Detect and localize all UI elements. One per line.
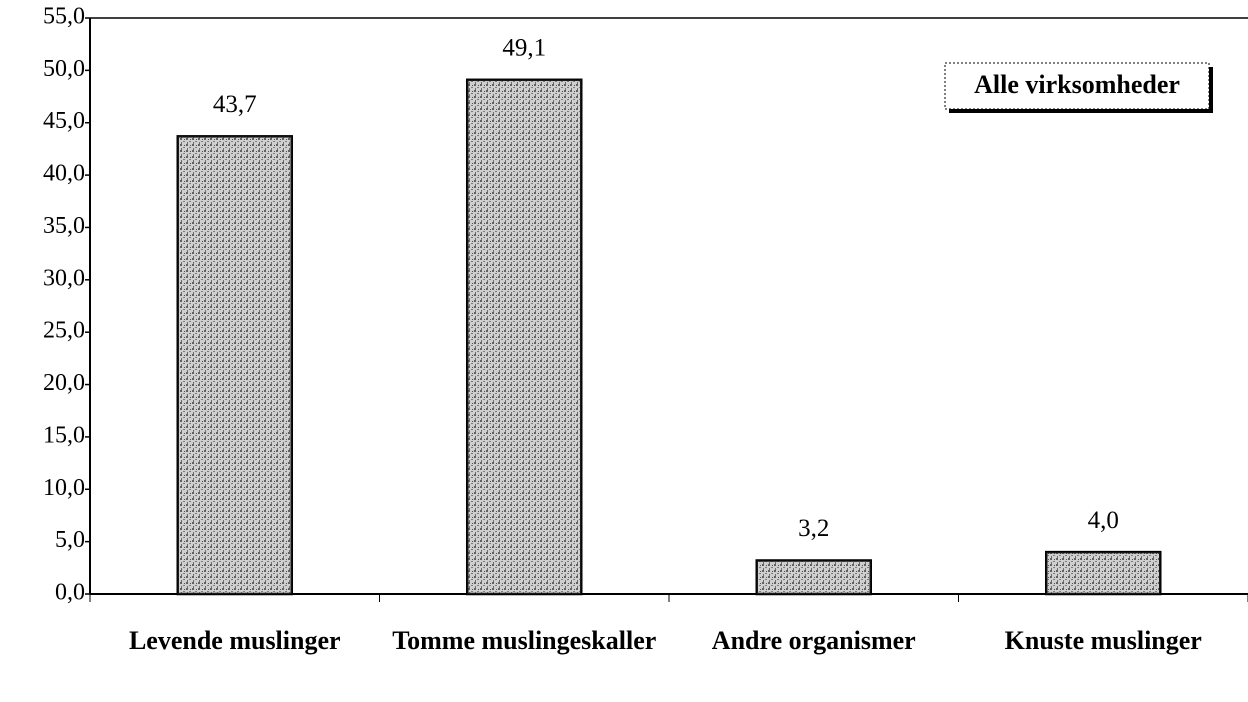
bar bbox=[466, 78, 583, 596]
y-tick-label: 5,0 bbox=[55, 527, 85, 553]
y-tick-label: 0,0 bbox=[55, 580, 85, 606]
y-tick-label: 25,0 bbox=[43, 318, 85, 344]
y-tick-label: 15,0 bbox=[43, 422, 85, 448]
value-label: 43,7 bbox=[213, 91, 257, 118]
y-tick-label: 40,0 bbox=[43, 161, 85, 187]
y-tick-label: 45,0 bbox=[43, 108, 85, 134]
y-tick-label: 20,0 bbox=[43, 370, 85, 396]
value-label: 49,1 bbox=[502, 35, 546, 62]
x-tick-label: Knuste muslinger bbox=[1005, 626, 1202, 655]
bar-tint bbox=[756, 560, 871, 594]
value-label: 3,2 bbox=[798, 515, 829, 542]
x-tick-label: Andre organismer bbox=[712, 626, 916, 655]
legend-box bbox=[944, 62, 1210, 110]
y-tick-label: 10,0 bbox=[43, 475, 85, 501]
bar bbox=[755, 559, 872, 596]
x-tick-label: Levende muslinger bbox=[129, 626, 341, 655]
legend-label: Alle virksomheder bbox=[974, 70, 1180, 99]
bar-tint bbox=[467, 79, 582, 595]
y-tick-label: 35,0 bbox=[43, 213, 85, 239]
bar bbox=[176, 135, 293, 596]
value-label: 4,0 bbox=[1088, 507, 1119, 534]
y-tick-label: 55,0 bbox=[43, 4, 85, 30]
x-tick-label: Tomme muslingeskaller bbox=[392, 626, 656, 655]
y-tick-label: 30,0 bbox=[43, 265, 85, 291]
bar bbox=[1045, 550, 1162, 596]
bar-tint bbox=[1046, 552, 1161, 594]
bar-tint bbox=[177, 136, 292, 595]
y-tick-label: 50,0 bbox=[43, 56, 85, 82]
